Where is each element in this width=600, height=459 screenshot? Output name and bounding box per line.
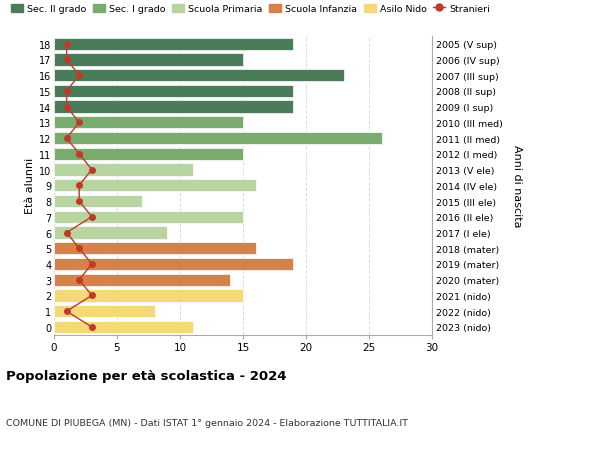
Y-axis label: Anni di nascita: Anni di nascita — [512, 145, 523, 227]
Bar — [54, 39, 293, 50]
Legend: Sec. II grado, Sec. I grado, Scuola Primaria, Scuola Infanzia, Asilo Nido, Stran: Sec. II grado, Sec. I grado, Scuola Prim… — [11, 5, 490, 14]
Bar — [54, 305, 155, 318]
Bar — [54, 242, 256, 255]
Bar — [54, 321, 193, 333]
Text: Popolazione per età scolastica - 2024: Popolazione per età scolastica - 2024 — [6, 369, 287, 382]
Bar — [54, 133, 382, 145]
Bar — [54, 211, 243, 224]
Y-axis label: Età alunni: Età alunni — [25, 158, 35, 214]
Bar — [54, 180, 256, 192]
Bar — [54, 274, 230, 286]
Bar — [54, 227, 167, 239]
Bar — [54, 196, 142, 208]
Bar — [54, 101, 293, 113]
Bar — [54, 258, 293, 270]
Bar — [54, 117, 243, 129]
Bar — [54, 290, 243, 302]
Bar — [54, 148, 243, 161]
Bar — [54, 70, 344, 82]
Bar — [54, 85, 293, 98]
Bar — [54, 164, 193, 176]
Bar — [54, 54, 243, 67]
Text: COMUNE DI PIUBEGA (MN) - Dati ISTAT 1° gennaio 2024 - Elaborazione TUTTITALIA.IT: COMUNE DI PIUBEGA (MN) - Dati ISTAT 1° g… — [6, 418, 408, 427]
